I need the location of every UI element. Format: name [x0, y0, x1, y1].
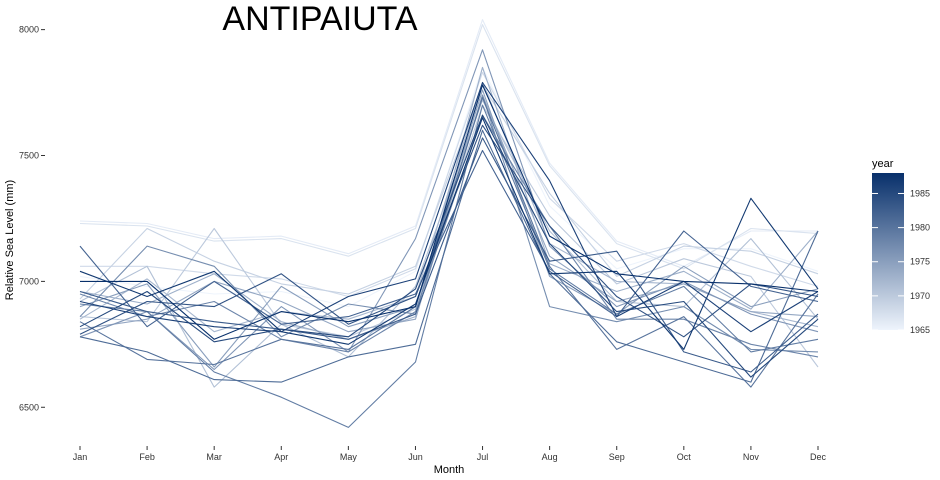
x-tick-label: Apr: [274, 452, 288, 462]
legend-tick-label: 1970: [910, 291, 930, 301]
y-tick-label: 7500: [19, 151, 39, 161]
y-tick-label: 7000: [19, 276, 39, 286]
legend-tick-label: 1980: [910, 223, 930, 233]
x-tick-label: May: [340, 452, 358, 462]
x-tick-label: Aug: [542, 452, 558, 462]
series-line-1984: [79, 124, 819, 338]
legend-title: year: [872, 158, 894, 170]
series-line-1968: [80, 71, 819, 298]
series-line-1985: [79, 114, 819, 378]
series-line-1988: [80, 84, 819, 340]
legend-ticks: 1965 1970 1975 1980 1985: [872, 188, 930, 335]
x-tick-label: Jul: [477, 452, 489, 462]
y-axis-title: Relative Sea Level (mm): [4, 180, 16, 300]
y-tick-label: 6500: [19, 402, 39, 412]
x-tick-label: Jan: [73, 452, 88, 462]
series-line-1987: [79, 117, 819, 350]
series-line-1976: [79, 49, 819, 371]
series-line-1974: [79, 94, 819, 333]
series-line-1986: [79, 81, 819, 333]
series-line-1983: [79, 137, 819, 373]
series-line-1973: [79, 66, 819, 340]
x-axis-title: Month: [434, 464, 465, 476]
series-line-1979: [79, 104, 819, 428]
series-line-1969: [79, 84, 819, 300]
series-line-1981: [79, 129, 819, 383]
color-legend: year 1965 1970 1975 1980 1985: [872, 158, 930, 335]
x-axis: Jan Feb Mar Apr May Jun Jul Aug Sep Oct Nov Dec: [73, 446, 827, 462]
colorbar: [872, 173, 904, 330]
x-tick-label: Dec: [810, 452, 827, 462]
legend-tick-label: 1985: [910, 188, 930, 198]
legend-tick-label: 1975: [910, 257, 930, 267]
plot-area: [79, 19, 819, 428]
x-tick-label: Feb: [139, 452, 155, 462]
y-tick-label: 8000: [19, 25, 39, 35]
legend-tick-label: 1965: [910, 325, 930, 335]
x-tick-label: Nov: [743, 452, 760, 462]
series-line-1982: [79, 149, 819, 328]
x-tick-label: Sep: [609, 452, 625, 462]
y-axis: 6500 7000 7500 8000: [19, 25, 45, 412]
series-line-1966: [79, 19, 818, 267]
chart-title: ANTIPAIUTA: [222, 0, 418, 38]
series-line-1975: [79, 89, 819, 368]
x-tick-label: Jun: [408, 452, 423, 462]
x-tick-label: Oct: [677, 452, 692, 462]
x-tick-label: Mar: [206, 452, 222, 462]
